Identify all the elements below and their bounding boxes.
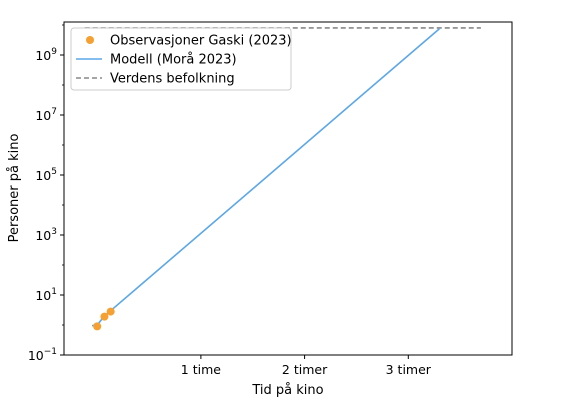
legend-label-model: Modell (Morå 2023): [110, 53, 237, 68]
y-tick-label: 101: [35, 287, 57, 303]
y-tick-label: 107: [35, 107, 57, 123]
y-tick-label: 105: [35, 167, 57, 183]
y-tick-label: 10−1: [28, 347, 57, 363]
x-tick-label: 1 time: [181, 362, 221, 377]
y-tick-label: 103: [35, 227, 57, 243]
x-ticks: 1 time 2 timer 3 timer: [181, 355, 432, 377]
legend-box: [70, 27, 292, 91]
legend-label-population: Verdens befolkning: [110, 72, 235, 87]
legend-marker-observations: [86, 36, 94, 44]
x-tick-label: 3 timer: [386, 362, 432, 377]
x-tick-label: 2 timer: [282, 362, 328, 377]
legend: Observasjoner Gaski (2023) Modell (Morå …: [70, 27, 292, 91]
plot-frame: [63, 21, 513, 356]
y-ticks: 10−1 101 103 105 107 109: [28, 24, 64, 363]
legend-label-observations: Observasjoner Gaski (2023): [110, 34, 292, 49]
observation-point: [100, 312, 109, 321]
observation-point: [93, 322, 102, 331]
observation-point: [106, 307, 115, 316]
y-axis-label: Personer på kino: [7, 134, 22, 243]
x-axis-label: Tid på kino: [251, 383, 323, 398]
y-tick-label: 109: [35, 47, 57, 63]
